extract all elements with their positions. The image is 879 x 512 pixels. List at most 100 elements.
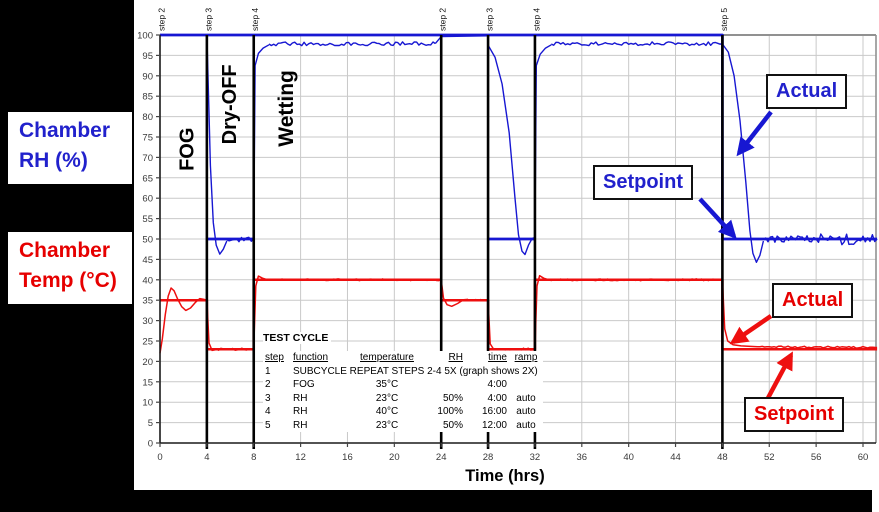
rh-setpoint-callout: Setpoint — [593, 165, 693, 200]
tc-cell: RH — [293, 419, 308, 431]
chamber-temp-label-line2: Temp (°C) — [19, 269, 117, 292]
step-label: step 4 — [531, 8, 541, 31]
tc-cell: 16:00 — [481, 406, 507, 417]
y-tick-label: 85 — [142, 92, 153, 103]
tc-cell: 5 — [265, 419, 271, 431]
tc-header-time: time — [488, 352, 507, 363]
x-tick-label: 20 — [389, 452, 400, 463]
step-label: step 2 — [157, 8, 167, 31]
y-tick-label: 30 — [142, 316, 153, 327]
y-tick-label: 70 — [142, 153, 153, 164]
y-tick-label: 35 — [142, 296, 153, 307]
tc-cell: 4:00 — [487, 379, 507, 390]
x-tick-label: 36 — [577, 452, 588, 463]
y-tick-label: 45 — [142, 255, 153, 266]
y-tick-label: 65 — [142, 173, 153, 184]
tc-cell: 40°C — [375, 406, 399, 417]
y-tick-label: 90 — [142, 71, 153, 82]
phase-labels: FOG Dry-OFF Wetting — [176, 64, 298, 171]
rh_actual-line — [160, 34, 878, 263]
test-cycle-table: TEST CYCLE step function temperature RH time… — [263, 328, 543, 432]
temp-actual-arrow — [729, 314, 773, 345]
tc-row: 3 RH 23°C 50% 4:00 auto — [263, 392, 543, 406]
y-tick-label: 5 — [148, 418, 153, 429]
tc-header-rh: RH — [448, 352, 463, 363]
temp-setpoint-arrow — [766, 351, 793, 400]
test-cycle-grid: step function temperature RH time ramp 1 SUBCYC… — [263, 351, 543, 432]
rh-actual-arrow — [736, 110, 773, 157]
tc-cell: 35°C — [375, 379, 399, 390]
chamber-temp-label: Chamber Temp (°C) — [8, 232, 132, 304]
y-tick-label: 0 — [148, 439, 153, 450]
tc-header-temperature: temperature — [360, 352, 414, 363]
y-tick-label: 75 — [142, 133, 153, 144]
bottom-black-band — [0, 490, 872, 512]
test-cycle-title: TEST CYCLE — [263, 332, 332, 344]
step-label: step 3 — [203, 8, 213, 31]
x-tick-label: 52 — [764, 452, 775, 463]
x-tick-label: 48 — [717, 452, 728, 463]
tc-header-step: step — [265, 352, 284, 363]
x-tick-label: 24 — [436, 452, 447, 463]
tc-cell: 23°C — [375, 392, 399, 404]
y-tick-label: 10 — [142, 398, 153, 409]
step-label: step 3 — [485, 8, 495, 31]
x-tick-label: 12 — [295, 452, 306, 463]
chamber-rh-label: Chamber RH (%) — [8, 112, 132, 184]
x-tick-label: 8 — [251, 452, 256, 463]
tc-cell: auto — [516, 419, 536, 431]
temp-actual-callout: Actual — [772, 283, 854, 318]
tc-cell: 50% — [442, 392, 463, 404]
x-tick-label: 40 — [623, 452, 634, 463]
y-tick-label: 20 — [142, 357, 153, 368]
tc-cell: auto — [516, 392, 536, 404]
x-tick-label: 56 — [811, 452, 822, 463]
tc-cell: 12:00 — [481, 419, 507, 431]
y-tick-label: 15 — [142, 377, 153, 388]
tc-cell: FOG — [293, 379, 315, 390]
phase-label-dry-off: Dry-OFF — [219, 64, 241, 144]
tc-cell: 100% — [437, 406, 463, 417]
y-tick-label: 55 — [142, 214, 153, 225]
tc-row: 2 FOG 35°C 4:00 — [263, 378, 543, 392]
rh-setpoint-arrow — [698, 197, 737, 239]
tc-row: 4 RH 40°C 100% 16:00 auto — [263, 405, 543, 419]
tc-cell: 50% — [442, 419, 463, 431]
step-label: step 4 — [250, 8, 260, 31]
y-tick-label: 25 — [142, 337, 153, 348]
y-tick-label: 60 — [142, 194, 153, 205]
temp-setpoint-callout: Setpoint — [744, 397, 844, 432]
rh-actual-callout: Actual — [766, 74, 848, 109]
callout-arrows — [698, 110, 793, 400]
tc-cell — [423, 378, 465, 392]
tc-cell — [509, 378, 543, 392]
chamber-rh-label-line1: Chamber — [19, 119, 111, 142]
temp_actual-line — [159, 274, 878, 354]
x-tick-label: 44 — [670, 452, 681, 463]
tc-cell: RH — [293, 392, 308, 404]
tc-note-text: SUBCYCLE REPEAT STEPS 2-4 5X (graph show… — [293, 365, 538, 377]
x-axis-title: Time (hrs) — [465, 467, 545, 485]
x-tick-label: 28 — [483, 452, 494, 463]
y-tick-label: 100 — [137, 31, 153, 42]
tc-cell: auto — [516, 406, 536, 417]
x-tick-label: 32 — [530, 452, 541, 463]
x-tick-label: 4 — [204, 452, 209, 463]
step-label: step 5 — [719, 8, 729, 31]
axes: 0 4 8 12 16 20 24 28 32 36 40 44 48 52 56 6005101520253… — [137, 31, 876, 463]
phase-label-fog: FOG — [176, 128, 198, 171]
tc-note-step: 1 — [265, 365, 271, 377]
tc-cell: 3 — [265, 392, 271, 404]
step-label: step 2 — [438, 8, 448, 31]
tc-row: 5 RH 23°C 50% 12:00 auto — [263, 419, 543, 433]
tc-header-function: function — [293, 352, 329, 363]
y-tick-label: 40 — [142, 275, 153, 286]
chamber-temp-label-line1: Chamber — [19, 239, 111, 262]
x-tick-label: 60 — [858, 452, 869, 463]
tc-cell: RH — [293, 406, 308, 417]
y-tick-label: 80 — [142, 112, 153, 123]
tc-header-ramp: ramp — [514, 352, 538, 363]
tc-cell: 4 — [265, 406, 271, 417]
y-tick-label: 50 — [142, 235, 153, 246]
